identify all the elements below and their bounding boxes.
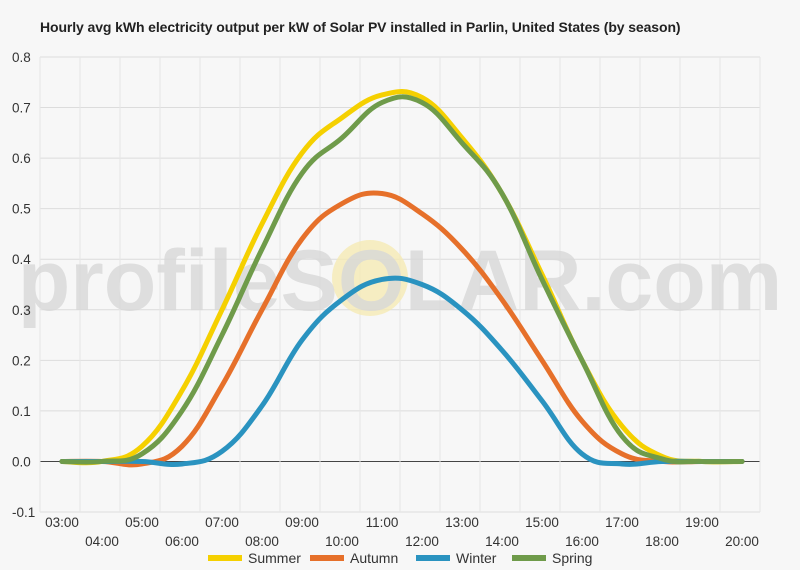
legend-item-summer: Summer [208, 548, 301, 568]
x-tick-label: 16:00 [565, 534, 599, 549]
x-tick-label: 19:00 [685, 515, 719, 530]
x-tick-label: 05:00 [125, 515, 159, 530]
y-tick-label: 0.7 [12, 101, 31, 116]
legend-swatch-autumn [310, 555, 344, 561]
legend-item-spring: Spring [512, 548, 592, 568]
x-tick-label: 15:00 [525, 515, 559, 530]
watermark-text: profileSOLAR.com [18, 233, 783, 329]
series-line-winter [59, 275, 745, 468]
legend-item-winter: Winter [416, 548, 496, 568]
chart-title: Hourly avg kWh electricity output per kW… [40, 19, 681, 35]
y-tick-label: -0.1 [12, 505, 35, 520]
legend-swatch-spring [512, 555, 546, 561]
legend-swatch-summer [208, 555, 242, 561]
y-tick-label: 0.1 [12, 404, 31, 419]
x-tick-label: 20:00 [725, 534, 759, 549]
y-tick-label: 0.2 [12, 353, 31, 368]
legend-label-spring: Spring [552, 550, 593, 566]
legend-swatch-winter [416, 555, 450, 561]
x-tick-label: 11:00 [366, 515, 399, 530]
x-tick-label: 12:00 [405, 534, 439, 549]
x-tick-label: 17:00 [605, 515, 639, 530]
x-axis: 03:00 04:00 05:00 06:00 07:00 08:00 09:00 10:00… [45, 515, 759, 549]
x-tick-label: 13:00 [445, 515, 479, 530]
y-tick-label: 0.5 [12, 202, 31, 217]
y-tick-label: 0.8 [12, 50, 31, 65]
watermark-sun [332, 240, 408, 316]
legend: Summer Autumn Winter Spring [0, 548, 800, 568]
legend-label-winter: Winter [456, 550, 497, 566]
legend-label-summer: Summer [248, 550, 301, 566]
y-tick-label: 0.3 [12, 303, 31, 318]
x-tick-label: 06:00 [165, 534, 199, 549]
series-line-summer [59, 88, 745, 466]
series-lines [59, 88, 745, 468]
x-tick-label: 08:00 [245, 534, 279, 549]
x-tick-label: 18:00 [645, 534, 679, 549]
watermark: profileSOLAR.com [18, 233, 783, 329]
series-line-spring [59, 94, 745, 465]
y-axis: -0.1 0.0 0.1 0.2 0.3 0.4 0.5 0.6 0.7 0.8 [12, 50, 35, 520]
legend-item-autumn: Autumn [310, 548, 398, 568]
x-tick-label: 03:00 [45, 515, 79, 530]
x-tick-label: 09:00 [285, 515, 319, 530]
x-tick-label: 07:00 [205, 515, 239, 530]
y-tick-label: 0.4 [12, 252, 31, 267]
x-tick-label: 14:00 [485, 534, 519, 549]
x-tick-label: 04:00 [85, 534, 119, 549]
legend-label-autumn: Autumn [350, 550, 399, 566]
series-line-autumn [59, 190, 745, 468]
x-tick-label: 10:00 [325, 534, 359, 549]
y-tick-label: 0.6 [12, 151, 31, 166]
y-tick-label: 0.0 [12, 454, 31, 469]
